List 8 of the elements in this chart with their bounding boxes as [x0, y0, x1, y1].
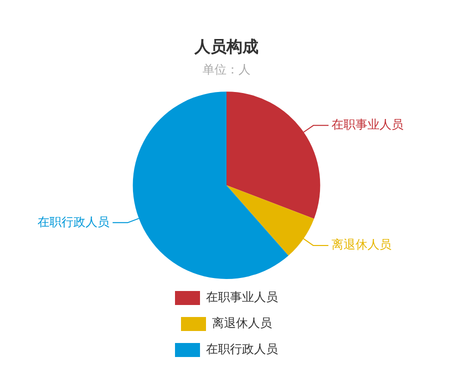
- legend-label: 在职行政人员: [206, 342, 278, 356]
- chart-title: 人员构成: [194, 36, 258, 56]
- legend-label: 离退休人员: [212, 316, 272, 330]
- legend-label: 在职事业人员: [206, 290, 278, 304]
- slice-label: 在职事业人员: [332, 117, 404, 132]
- slice-label: 在职行政人员: [38, 214, 110, 229]
- slice-label: 离退休人员: [331, 238, 392, 252]
- chart-subtitle: 单位：人: [202, 62, 250, 77]
